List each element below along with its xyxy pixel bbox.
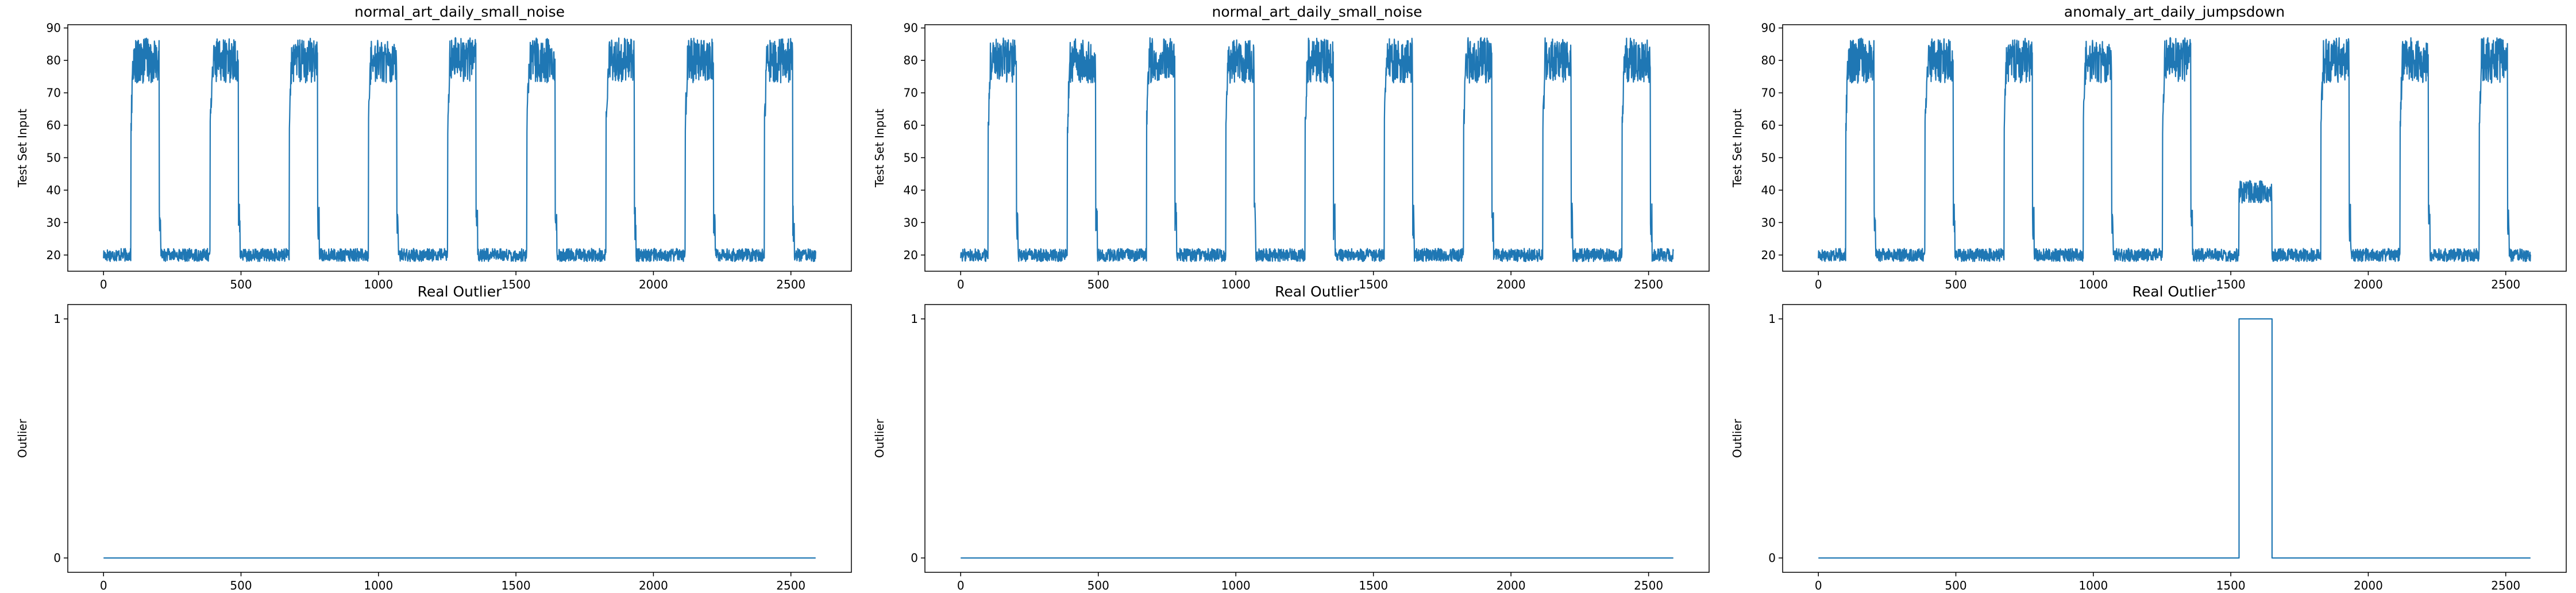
y-tick-label: 70 <box>47 86 61 100</box>
y-tick-label: 90 <box>1761 21 1776 35</box>
axes-frame <box>924 304 1710 573</box>
x-tick-label: 2500 <box>2491 278 2520 291</box>
x-tick-label: 2500 <box>2491 579 2520 592</box>
y-tick-label: 0 <box>911 551 918 565</box>
x-tick-label: 1500 <box>502 278 531 291</box>
y-axis-label: Test Set Input <box>1730 109 1744 188</box>
y-tick-label: 90 <box>904 21 918 35</box>
x-tick-label: 500 <box>230 579 252 592</box>
x-tick-label: 1000 <box>2078 278 2108 291</box>
y-tick-label: 90 <box>47 21 61 35</box>
x-tick-label: 1000 <box>2078 579 2108 592</box>
x-tick-label: 2500 <box>1634 579 1663 592</box>
x-tick-label: 2000 <box>2354 579 2383 592</box>
y-tick-label: 60 <box>47 118 61 132</box>
x-tick-label: 0 <box>100 579 107 592</box>
y-axis-label: Outlier <box>16 418 29 458</box>
y-tick-label: 50 <box>1761 151 1776 164</box>
chart-panel-4: Real Outlier Outlier 0 500 1000 1500 2000 2500 0… <box>16 283 852 592</box>
x-tick-label: 0 <box>1815 579 1822 592</box>
series-line <box>1818 318 2531 559</box>
chart-title: normal_art_daily_small_noise <box>1212 3 1422 20</box>
series-line <box>1818 37 2531 263</box>
y-tick-label: 50 <box>904 151 918 164</box>
chart-title: Real Outlier <box>2132 283 2217 300</box>
y-tick-label: 1 <box>53 312 61 326</box>
y-tick-label: 20 <box>47 248 61 262</box>
y-tick-label: 20 <box>1761 248 1776 262</box>
axes-frame <box>67 304 852 573</box>
y-tick-label: 80 <box>1761 53 1776 67</box>
y-tick-label: 50 <box>47 151 61 164</box>
x-tick-label: 1000 <box>1221 278 1251 291</box>
x-tick-label: 1000 <box>1221 579 1251 592</box>
axes-frame <box>1782 24 2567 272</box>
x-tick-label: 1500 <box>2216 579 2246 592</box>
y-tick-label: 1 <box>1768 312 1776 326</box>
x-tick-label: 500 <box>230 278 252 291</box>
chart-panel-6: Real Outlier Outlier 0 500 1000 1500 2000 2500 0… <box>1730 283 2567 592</box>
y-axis-label: Outlier <box>873 418 886 458</box>
x-tick-label: 2500 <box>776 579 805 592</box>
x-tick-label: 0 <box>100 278 107 291</box>
y-tick-label: 60 <box>1761 118 1776 132</box>
x-tick-label: 2000 <box>1497 278 1526 291</box>
x-tick-label: 0 <box>1815 278 1822 291</box>
y-axis-label: Test Set Input <box>873 109 886 188</box>
y-tick-label: 0 <box>1768 551 1776 565</box>
x-tick-label: 1500 <box>1359 579 1388 592</box>
x-tick-label: 1000 <box>364 278 393 291</box>
x-tick-label: 500 <box>1088 579 1109 592</box>
y-tick-label: 80 <box>904 53 918 67</box>
axes-frame <box>924 24 1710 272</box>
axes-frame <box>67 24 852 272</box>
x-tick-label: 1500 <box>502 579 531 592</box>
y-tick-label: 70 <box>1761 86 1776 100</box>
y-tick-label: 70 <box>904 86 918 100</box>
y-tick-label: 0 <box>53 551 61 565</box>
x-tick-label: 2000 <box>1497 579 1526 592</box>
y-tick-label: 30 <box>1761 215 1776 229</box>
x-tick-label: 1500 <box>2216 278 2246 291</box>
chart-panel-3: anomaly_art_daily_jumpsdown Test Set Inpu… <box>1730 3 2567 291</box>
y-axis-label: Test Set Input <box>16 109 29 188</box>
chart-title: Real Outlier <box>418 283 502 300</box>
chart-title: anomaly_art_daily_jumpsdown <box>2064 3 2285 20</box>
y-tick-label: 60 <box>904 118 918 132</box>
x-tick-label: 500 <box>1945 579 1966 592</box>
x-tick-label: 2500 <box>776 278 805 291</box>
y-tick-label: 20 <box>904 248 918 262</box>
y-tick-label: 40 <box>904 183 918 197</box>
x-tick-label: 2000 <box>2354 278 2383 291</box>
series-line <box>960 37 1674 263</box>
y-tick-label: 80 <box>47 53 61 67</box>
x-tick-label: 500 <box>1088 278 1109 291</box>
y-tick-label: 1 <box>911 312 918 326</box>
x-tick-label: 2000 <box>639 278 668 291</box>
y-tick-label: 40 <box>1761 183 1776 197</box>
chart-title: Real Outlier <box>1275 283 1359 300</box>
y-axis-label: Outlier <box>1730 418 1744 458</box>
y-tick-label: 30 <box>47 215 61 229</box>
chart-panel-2: normal_art_daily_small_noise Test Set Inp… <box>873 3 1710 291</box>
x-tick-label: 0 <box>957 278 965 291</box>
y-tick-label: 30 <box>904 215 918 229</box>
x-tick-label: 0 <box>957 579 965 592</box>
x-tick-label: 2000 <box>639 579 668 592</box>
x-tick-label: 1000 <box>364 579 393 592</box>
chart-title: normal_art_daily_small_noise <box>354 3 565 20</box>
axes-frame <box>1782 304 2567 573</box>
chart-panel-1: normal_art_daily_small_noise Test Set Inp… <box>16 3 852 291</box>
series-line <box>103 37 816 263</box>
x-tick-label: 500 <box>1945 278 1966 291</box>
x-tick-label: 2500 <box>1634 278 1663 291</box>
x-tick-label: 1500 <box>1359 278 1388 291</box>
chart-panel-5: Real Outlier Outlier 0 500 1000 1500 2000 2500 0… <box>873 283 1710 592</box>
y-tick-label: 40 <box>47 183 61 197</box>
